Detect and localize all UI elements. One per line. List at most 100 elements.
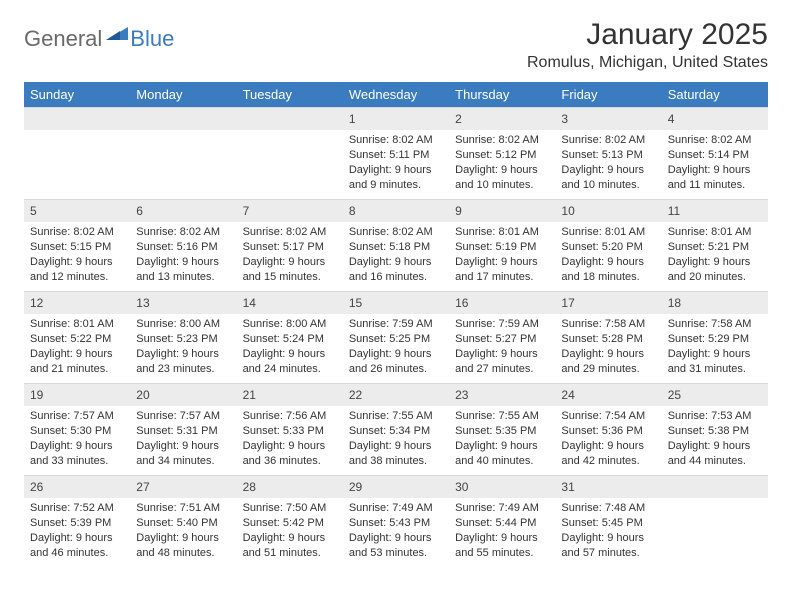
sunset-text: Sunset: 5:22 PM xyxy=(30,332,124,347)
day-number: 31 xyxy=(555,475,661,498)
daylight-text: Daylight: 9 hours and 27 minutes. xyxy=(455,347,549,377)
day-number: 28 xyxy=(237,475,343,498)
sunrise-text: Sunrise: 8:02 AM xyxy=(561,133,655,148)
day-info: Sunrise: 8:00 AMSunset: 5:23 PMDaylight:… xyxy=(130,314,236,382)
daylight-text: Daylight: 9 hours and 51 minutes. xyxy=(243,531,337,561)
sunset-text: Sunset: 5:11 PM xyxy=(349,148,443,163)
sunset-text: Sunset: 5:19 PM xyxy=(455,240,549,255)
day-number: 12 xyxy=(24,291,130,314)
day-number xyxy=(662,475,768,498)
daylight-text: Daylight: 9 hours and 29 minutes. xyxy=(561,347,655,377)
day-number: 27 xyxy=(130,475,236,498)
calendar-cell: 6Sunrise: 8:02 AMSunset: 5:16 PMDaylight… xyxy=(130,199,236,291)
calendar-cell: 12Sunrise: 8:01 AMSunset: 5:22 PMDayligh… xyxy=(24,291,130,383)
calendar-cell: 8Sunrise: 8:02 AMSunset: 5:18 PMDaylight… xyxy=(343,199,449,291)
daylight-text: Daylight: 9 hours and 9 minutes. xyxy=(349,163,443,193)
day-number: 19 xyxy=(24,383,130,406)
calendar-cell: 21Sunrise: 7:56 AMSunset: 5:33 PMDayligh… xyxy=(237,383,343,475)
daylight-text: Daylight: 9 hours and 18 minutes. xyxy=(561,255,655,285)
day-info: Sunrise: 8:00 AMSunset: 5:24 PMDaylight:… xyxy=(237,314,343,382)
day-info: Sunrise: 7:57 AMSunset: 5:30 PMDaylight:… xyxy=(24,406,130,474)
sunset-text: Sunset: 5:42 PM xyxy=(243,516,337,531)
sunset-text: Sunset: 5:12 PM xyxy=(455,148,549,163)
calendar-cell: 1Sunrise: 8:02 AMSunset: 5:11 PMDaylight… xyxy=(343,107,449,199)
sunset-text: Sunset: 5:16 PM xyxy=(136,240,230,255)
calendar-cell: 22Sunrise: 7:55 AMSunset: 5:34 PMDayligh… xyxy=(343,383,449,475)
calendar-table: Sunday Monday Tuesday Wednesday Thursday… xyxy=(24,82,768,567)
day-info: Sunrise: 8:02 AMSunset: 5:16 PMDaylight:… xyxy=(130,222,236,290)
day-info: Sunrise: 8:01 AMSunset: 5:19 PMDaylight:… xyxy=(449,222,555,290)
day-info: Sunrise: 7:48 AMSunset: 5:45 PMDaylight:… xyxy=(555,498,661,566)
logo-text-general: General xyxy=(24,26,102,52)
sunset-text: Sunset: 5:14 PM xyxy=(668,148,762,163)
sunrise-text: Sunrise: 8:02 AM xyxy=(668,133,762,148)
day-number xyxy=(237,107,343,130)
day-info: Sunrise: 8:01 AMSunset: 5:22 PMDaylight:… xyxy=(24,314,130,382)
calendar-cell: 10Sunrise: 8:01 AMSunset: 5:20 PMDayligh… xyxy=(555,199,661,291)
sunrise-text: Sunrise: 8:02 AM xyxy=(243,225,337,240)
sunrise-text: Sunrise: 7:55 AM xyxy=(349,409,443,424)
day-number: 23 xyxy=(449,383,555,406)
sunset-text: Sunset: 5:36 PM xyxy=(561,424,655,439)
day-info: Sunrise: 7:58 AMSunset: 5:28 PMDaylight:… xyxy=(555,314,661,382)
sunset-text: Sunset: 5:24 PM xyxy=(243,332,337,347)
calendar-cell: 28 Sunrise: 7:50 AMSunset: 5:42 PMDayligh… xyxy=(237,475,343,567)
day-number: 11 xyxy=(662,199,768,222)
daylight-text: Daylight: 9 hours and 57 minutes. xyxy=(561,531,655,561)
sunrise-text: Sunrise: 7:49 AM xyxy=(349,501,443,516)
daylight-text: Daylight: 9 hours and 21 minutes. xyxy=(30,347,124,377)
day-number: 25 xyxy=(662,383,768,406)
sunrise-text: Sunrise: 7:50 AM xyxy=(243,501,337,516)
sunrise-text: Sunrise: 7:58 AM xyxy=(561,317,655,332)
day-number: 7 xyxy=(237,199,343,222)
day-number: 21 xyxy=(237,383,343,406)
sunrise-text: Sunrise: 7:55 AM xyxy=(455,409,549,424)
daylight-text: Daylight: 9 hours and 12 minutes. xyxy=(30,255,124,285)
day-number: 22 xyxy=(343,383,449,406)
day-info: Sunrise: 7:51 AMSunset: 5:40 PMDaylight:… xyxy=(130,498,236,566)
sunrise-text: Sunrise: 7:57 AM xyxy=(30,409,124,424)
day-info: Sunrise: 8:02 AMSunset: 5:11 PMDaylight:… xyxy=(343,130,449,198)
calendar-cell: 31Sunrise: 7:48 AMSunset: 5:45 PMDayligh… xyxy=(555,475,661,567)
sunrise-text: Sunrise: 7:57 AM xyxy=(136,409,230,424)
calendar-cell: 17Sunrise: 7:58 AMSunset: 5:28 PMDayligh… xyxy=(555,291,661,383)
day-number: 5 xyxy=(24,199,130,222)
logo-triangle-icon xyxy=(106,24,128,45)
day-number: 30 xyxy=(449,475,555,498)
calendar-cell: 7Sunrise: 8:02 AMSunset: 5:17 PMDaylight… xyxy=(237,199,343,291)
day-number: 13 xyxy=(130,291,236,314)
day-info: Sunrise: 7:55 AMSunset: 5:34 PMDaylight:… xyxy=(343,406,449,474)
calendar-cell: 20Sunrise: 7:57 AMSunset: 5:31 PMDayligh… xyxy=(130,383,236,475)
day-info: Sunrise: 7:56 AMSunset: 5:33 PMDaylight:… xyxy=(237,406,343,474)
calendar-cell: 4Sunrise: 8:02 AMSunset: 5:14 PMDaylight… xyxy=(662,107,768,199)
day-number: 29 xyxy=(343,475,449,498)
day-info: Sunrise: 8:02 AMSunset: 5:17 PMDaylight:… xyxy=(237,222,343,290)
daylight-text: Daylight: 9 hours and 23 minutes. xyxy=(136,347,230,377)
day-number: 8 xyxy=(343,199,449,222)
sunset-text: Sunset: 5:35 PM xyxy=(455,424,549,439)
page-title: January 2025 xyxy=(527,18,768,52)
daylight-text: Daylight: 9 hours and 46 minutes. xyxy=(30,531,124,561)
day-info xyxy=(662,498,768,558)
sunset-text: Sunset: 5:21 PM xyxy=(668,240,762,255)
calendar-cell xyxy=(24,107,130,199)
calendar-row: 5Sunrise: 8:02 AMSunset: 5:15 PMDaylight… xyxy=(24,199,768,291)
day-info: Sunrise: 8:01 AMSunset: 5:21 PMDaylight:… xyxy=(662,222,768,290)
sunrise-text: Sunrise: 7:54 AM xyxy=(561,409,655,424)
sunset-text: Sunset: 5:40 PM xyxy=(136,516,230,531)
daylight-text: Daylight: 9 hours and 20 minutes. xyxy=(668,255,762,285)
day-info: Sunrise: 7:54 AMSunset: 5:36 PMDaylight:… xyxy=(555,406,661,474)
sunset-text: Sunset: 5:31 PM xyxy=(136,424,230,439)
day-number: 4 xyxy=(662,107,768,130)
sunrise-text: Sunrise: 7:49 AM xyxy=(455,501,549,516)
day-info: Sunrise: 8:02 AMSunset: 5:12 PMDaylight:… xyxy=(449,130,555,198)
day-number: 24 xyxy=(555,383,661,406)
sunset-text: Sunset: 5:25 PM xyxy=(349,332,443,347)
sunrise-text: Sunrise: 8:01 AM xyxy=(668,225,762,240)
sunrise-text: Sunrise: 8:02 AM xyxy=(349,133,443,148)
location-text: Romulus, Michigan, United States xyxy=(527,54,768,72)
day-info: Sunrise: 7:57 AMSunset: 5:31 PMDaylight:… xyxy=(130,406,236,474)
calendar-cell: 19Sunrise: 7:57 AMSunset: 5:30 PMDayligh… xyxy=(24,383,130,475)
sunrise-text: Sunrise: 8:01 AM xyxy=(561,225,655,240)
daylight-text: Daylight: 9 hours and 36 minutes. xyxy=(243,439,337,469)
